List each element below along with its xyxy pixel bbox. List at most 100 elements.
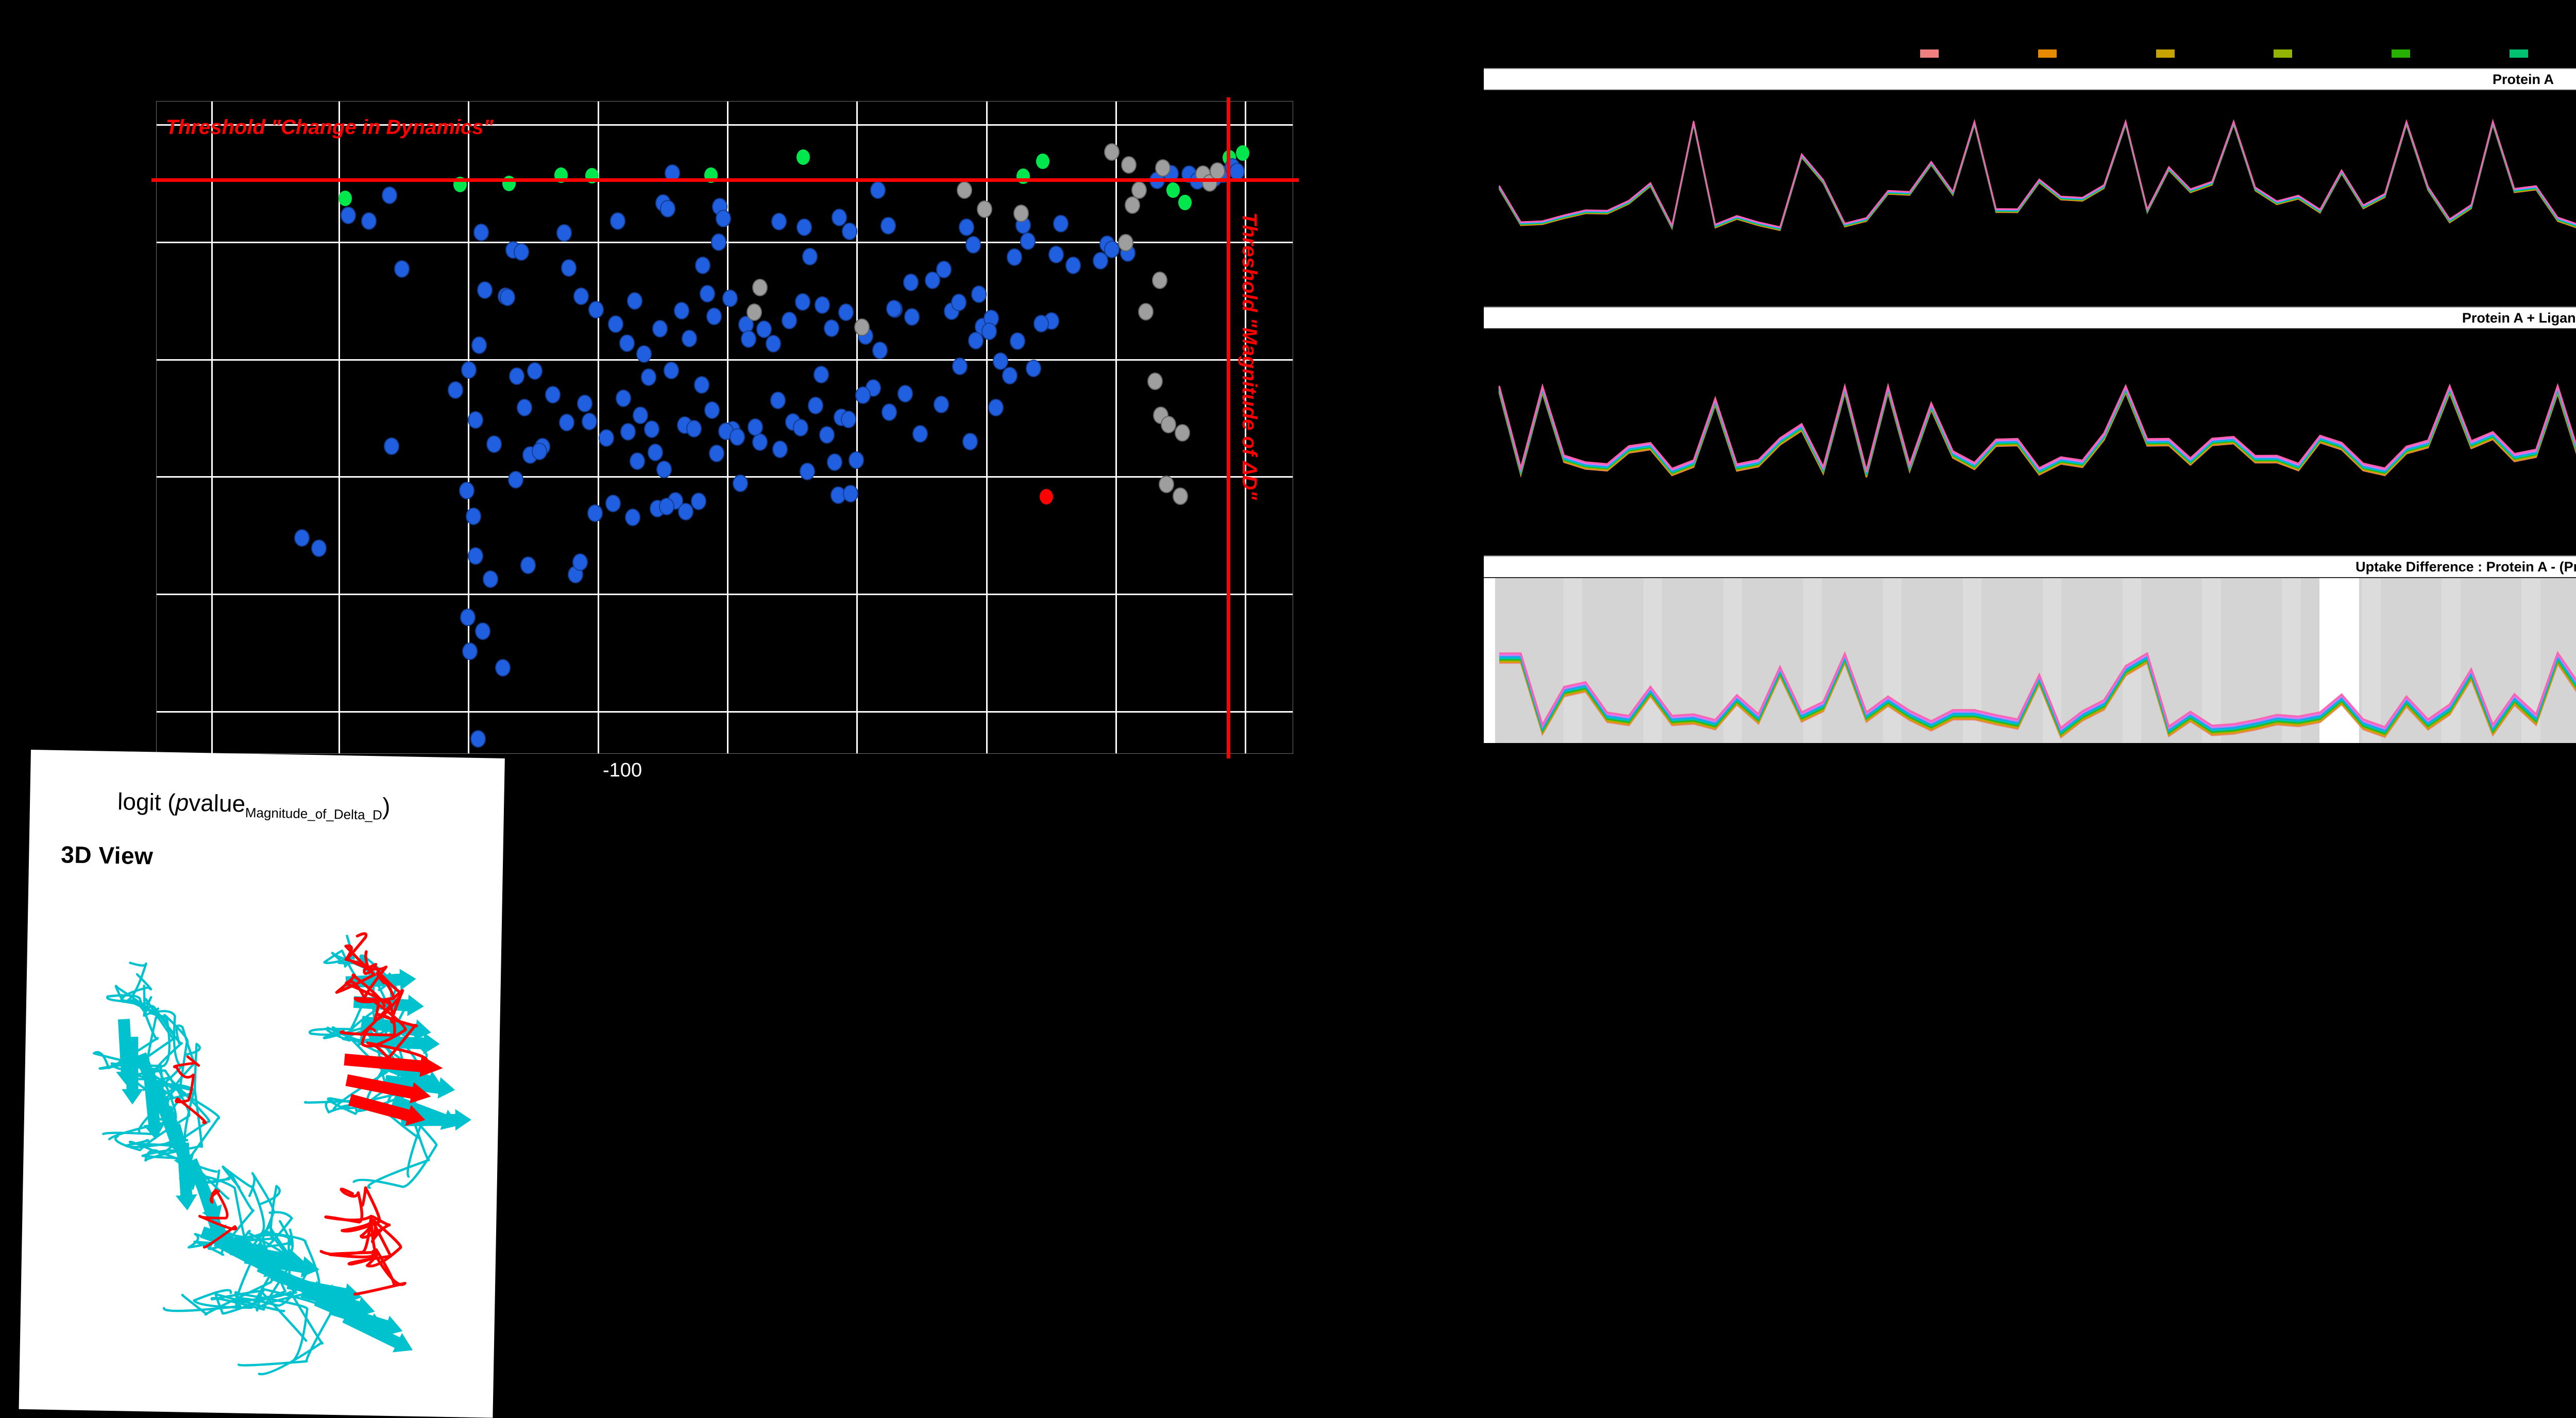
scatter-point[interactable] [381, 186, 397, 204]
uptake-panel-difference[interactable]: Uptake Difference : Protein A - (Protein… [1484, 555, 2576, 743]
scatter-point[interactable] [807, 397, 823, 415]
scatter-point[interactable] [1065, 257, 1081, 275]
scatter-point[interactable] [903, 274, 919, 292]
scatter-point[interactable] [652, 319, 668, 337]
scatter-point[interactable] [872, 341, 888, 359]
scatter-point[interactable] [610, 212, 626, 230]
scatter-point[interactable] [468, 411, 484, 429]
scatter-point[interactable] [573, 287, 589, 305]
scatter-point[interactable] [1131, 181, 1147, 199]
scatter-point[interactable] [897, 385, 913, 403]
scatter-point[interactable] [1124, 196, 1140, 214]
scatter-point[interactable] [819, 426, 835, 444]
scatter-point[interactable] [752, 279, 768, 297]
scatter-point[interactable] [1172, 487, 1188, 505]
scatter-point[interactable] [827, 453, 843, 471]
scatter-point[interactable] [1104, 143, 1120, 161]
scatter-point[interactable] [629, 452, 645, 470]
scatter-point[interactable] [517, 399, 533, 417]
scatter-point[interactable] [912, 425, 928, 443]
scatter-point[interactable] [513, 243, 529, 261]
scatter-point[interactable] [988, 399, 1004, 417]
scatter-point[interactable] [616, 390, 632, 408]
scatter-point[interactable] [1161, 415, 1177, 433]
scatter-point[interactable] [849, 451, 865, 469]
scatter-point[interactable] [1166, 182, 1180, 198]
scatter-point[interactable] [802, 247, 818, 265]
scatter-point[interactable] [1235, 145, 1249, 161]
scatter-point[interactable] [474, 622, 490, 640]
scatter-point[interactable] [459, 481, 474, 499]
scatter-point[interactable] [341, 206, 357, 224]
scatter-point[interactable] [870, 181, 886, 199]
scatter-point[interactable] [882, 403, 897, 421]
scatter-point[interactable] [832, 208, 847, 226]
scatter-point[interactable] [678, 503, 694, 521]
uptake-panel-protein-a[interactable]: Protein A [1484, 68, 2576, 240]
scatter-point[interactable] [695, 257, 711, 275]
scatter-point[interactable] [936, 260, 952, 278]
scatter-point[interactable] [708, 444, 724, 462]
scatter-point[interactable] [447, 381, 463, 399]
scatter-point[interactable] [394, 260, 410, 278]
scatter-point[interactable] [855, 386, 871, 404]
scatter-point[interactable] [556, 224, 572, 242]
scatter-point[interactable] [1121, 156, 1137, 174]
scatter-point[interactable] [716, 210, 732, 228]
scatter-point[interactable] [520, 556, 536, 575]
scatter-point[interactable] [1210, 162, 1226, 180]
scatter-point[interactable] [471, 336, 487, 354]
scatter-point[interactable] [694, 376, 710, 394]
scatter-point[interactable] [1151, 272, 1167, 290]
scatter-point[interactable] [598, 429, 614, 447]
scatter-point[interactable] [766, 335, 782, 353]
scatter-point[interactable] [620, 423, 636, 441]
scatter-point[interactable] [1117, 233, 1133, 251]
uptake-plot-area[interactable] [1484, 329, 2576, 484]
scatter-point[interactable] [384, 437, 400, 455]
legend-swatch-timepoint-4[interactable] [2274, 49, 2293, 58]
scatter-point[interactable] [636, 345, 652, 363]
scatter-point[interactable] [473, 223, 489, 241]
scatter-point[interactable] [1002, 367, 1018, 385]
legend-swatch-timepoint-5[interactable] [2391, 49, 2410, 58]
scatter-point[interactable] [823, 319, 839, 337]
scatter-point[interactable] [752, 433, 768, 451]
scatter-point[interactable] [1048, 245, 1064, 263]
scatter-point[interactable] [795, 293, 811, 311]
scatter-point[interactable] [740, 330, 756, 348]
scatter-point[interactable] [558, 414, 574, 432]
scatter-point[interactable] [814, 296, 830, 314]
scatter-point[interactable] [1155, 159, 1171, 177]
scatter-point[interactable] [294, 529, 310, 547]
scatter-point[interactable] [965, 235, 981, 254]
scatter-point[interactable] [771, 213, 787, 231]
scatter-point[interactable] [460, 609, 476, 627]
scatter-point[interactable] [361, 212, 377, 230]
scatter-point[interactable] [1178, 195, 1192, 211]
scatter-point[interactable] [993, 352, 1009, 370]
threshold-line-magnitude-of-delta-d[interactable] [1227, 97, 1231, 758]
scatter-point[interactable] [1033, 314, 1049, 332]
scatter-point[interactable] [1104, 240, 1120, 258]
scatter-point[interactable] [756, 320, 772, 339]
scatter-point[interactable] [781, 311, 797, 329]
scatter-point[interactable] [607, 315, 623, 333]
scatter-point[interactable] [904, 308, 920, 326]
scatter-point[interactable] [722, 289, 738, 307]
scatter-point[interactable] [772, 440, 788, 458]
scatter-point[interactable] [568, 565, 584, 583]
scatter-point[interactable] [956, 181, 972, 199]
scatter-point[interactable] [500, 289, 516, 307]
scatter-point[interactable] [1039, 488, 1053, 504]
scatter-point[interactable] [587, 504, 603, 522]
scatter-point[interactable] [729, 428, 745, 446]
scatter-point[interactable] [690, 493, 706, 511]
scatter-point[interactable] [588, 301, 604, 319]
scatter-point[interactable] [633, 407, 649, 425]
scatter-point[interactable] [545, 385, 561, 403]
scatter-point[interactable] [656, 461, 672, 479]
scatter-point[interactable] [747, 418, 763, 436]
scatter-point[interactable] [483, 570, 499, 588]
protein-ribbon-structure[interactable] [60, 900, 481, 1402]
